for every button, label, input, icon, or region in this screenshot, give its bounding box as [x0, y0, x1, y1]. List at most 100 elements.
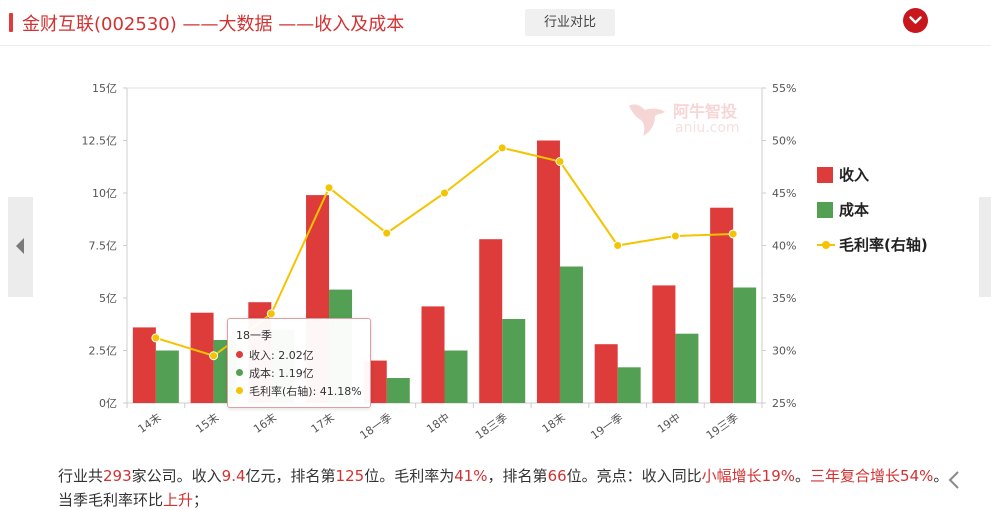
- summary-part: 家公司。收入: [131, 467, 222, 485]
- title-accent-bar: [9, 13, 13, 32]
- y-tick-label-right: 35%: [772, 292, 796, 305]
- bar-cost[interactable]: [386, 378, 410, 403]
- bull-logo-icon: [629, 104, 665, 136]
- bar-revenue[interactable]: [190, 312, 214, 403]
- summary-part: ；: [193, 491, 209, 509]
- summary-part: 亿元，排名第: [245, 467, 336, 485]
- watermark: 阿牛智投 aniu.com: [625, 98, 755, 142]
- summary-part: 位。毛利率为: [364, 467, 455, 485]
- chevron-right-icon[interactable]: [946, 470, 964, 490]
- x-tick-label: 17末: [308, 410, 337, 436]
- legend-label-revenue: 收入: [839, 166, 870, 184]
- next-chart-button[interactable]: [979, 197, 991, 297]
- summary-part: 。: [795, 467, 811, 485]
- summary-part: 。当季毛利率环比: [58, 467, 949, 509]
- y-tick-label-left: 10亿: [92, 187, 117, 200]
- bar-revenue[interactable]: [132, 327, 156, 403]
- tooltip-text-margin: 毛利率(右轴): 41.18%: [249, 385, 362, 398]
- summary-highlight-margin-trend: 上升: [163, 491, 194, 509]
- margin-point[interactable]: [497, 143, 507, 153]
- x-tick-label: 18中: [424, 411, 452, 436]
- page-title: 金财互联(002530) ——大数据 ——收入及成本: [22, 14, 405, 35]
- summary-highlight-yoy: 小幅增长19%: [701, 467, 796, 485]
- bar-revenue[interactable]: [421, 306, 445, 403]
- y-tick-label-left: 7.5亿: [89, 240, 118, 253]
- bar-revenue[interactable]: [594, 344, 618, 403]
- margin-point[interactable]: [151, 333, 161, 343]
- summary-text: 行业共293家公司。收入9.4亿元，排名第125位。毛利率为41%，排名第66位…: [58, 464, 950, 510]
- y-tick-label-left: 15亿: [92, 82, 117, 95]
- bar-revenue[interactable]: [479, 239, 503, 403]
- bar-cost[interactable]: [617, 367, 641, 403]
- y-tick-label-right: 50%: [772, 135, 796, 148]
- prev-chart-button[interactable]: [8, 197, 33, 297]
- bar-cost[interactable]: [502, 319, 526, 403]
- summary-part: 行业共: [58, 467, 104, 485]
- bar-revenue[interactable]: [536, 140, 560, 404]
- x-tick-label: 19中: [655, 411, 683, 436]
- watermark-url: aniu.com: [675, 120, 740, 136]
- x-tick-label: 19一季: [588, 411, 625, 442]
- summary-margin-rank: 66: [547, 467, 567, 485]
- summary-part: 位。亮点：收入同比: [566, 467, 702, 485]
- bar-cost[interactable]: [733, 287, 757, 404]
- tooltip-row-revenue: 收入: 2.02亿: [236, 347, 314, 363]
- tooltip-text-revenue: 收入: 2.02亿: [249, 349, 314, 362]
- margin-point[interactable]: [728, 229, 738, 239]
- bar-revenue[interactable]: [710, 207, 734, 403]
- y-tick-label-right: 40%: [772, 240, 796, 253]
- header: 金财互联(002530) ——大数据 ——收入及成本 行业对比: [0, 0, 991, 46]
- summary-highlight-cagr: 三年复合增长54%: [810, 467, 934, 485]
- y-tick-label-left: 2.5亿: [89, 345, 118, 358]
- x-tick-label: 16末: [251, 410, 280, 436]
- bar-cost[interactable]: [559, 266, 583, 404]
- bar-revenue[interactable]: [652, 285, 676, 403]
- summary-revenue-rank: 125: [335, 467, 365, 485]
- margin-point[interactable]: [324, 183, 334, 193]
- tooltip-title: 18一季: [236, 329, 272, 342]
- legend-swatch-cost: [817, 202, 833, 218]
- legend-dot-margin: [822, 241, 830, 249]
- x-tick-label: 18一季: [358, 411, 395, 442]
- legend-swatch-revenue: [817, 167, 833, 183]
- bar-cost[interactable]: [675, 333, 699, 403]
- tooltip-dot-cost: [236, 369, 243, 376]
- x-tick-label: 18三季: [473, 411, 510, 442]
- revenue-cost-chart: 0亿 2.5亿 5亿 7.5亿 10亿 12.5亿 15亿 25% 30% 35% 40% 45% 50…: [82, 82, 797, 442]
- margin-point[interactable]: [209, 351, 219, 361]
- bar-cost[interactable]: [444, 350, 468, 404]
- margin-point[interactable]: [555, 157, 565, 166]
- margin-point[interactable]: [440, 188, 449, 198]
- y-tick-label-right: 55%: [772, 82, 796, 95]
- margin-point[interactable]: [266, 309, 276, 319]
- watermark-name: 阿牛智投: [673, 102, 738, 121]
- tooltip-dot-margin: [236, 387, 243, 394]
- y-tick-label-left: 0亿: [99, 397, 117, 410]
- summary-company-count: 293: [103, 467, 132, 485]
- x-tick-label: 19三季: [704, 411, 741, 442]
- summary-part: ，排名第: [487, 467, 548, 485]
- margin-point[interactable]: [382, 228, 392, 238]
- margin-point[interactable]: [670, 231, 680, 241]
- margin-point[interactable]: [613, 241, 623, 250]
- chevron-down-icon: [909, 16, 922, 24]
- bar-cost[interactable]: [155, 350, 179, 404]
- chart-tooltip: 18一季 收入: 2.02亿 成本: 1.19亿 毛利率(右轴): 41.18%: [227, 318, 371, 408]
- x-tick-label: 15末: [193, 410, 222, 436]
- y-tick-label-right: 25%: [772, 397, 796, 410]
- y-tick-label-left: 12.5亿: [82, 135, 118, 148]
- legend-label-cost: 成本: [839, 201, 870, 219]
- summary-revenue: 9.4: [221, 467, 246, 485]
- industry-compare-button[interactable]: 行业对比: [525, 9, 615, 36]
- collapse-button[interactable]: [903, 8, 928, 33]
- summary-margin: 41%: [454, 467, 488, 485]
- tooltip-row-cost: 成本: 1.19亿: [236, 365, 314, 381]
- tooltip-row-margin: 毛利率(右轴): 41.18%: [236, 383, 362, 399]
- y-tick-label-right: 45%: [772, 187, 796, 200]
- x-tick-label: 14末: [135, 410, 164, 436]
- chevron-left-icon: [16, 238, 24, 254]
- tooltip-text-cost: 成本: 1.19亿: [249, 367, 314, 380]
- x-tick-label: 18末: [539, 410, 568, 436]
- legend-label-margin: 毛利率(右轴): [839, 236, 928, 254]
